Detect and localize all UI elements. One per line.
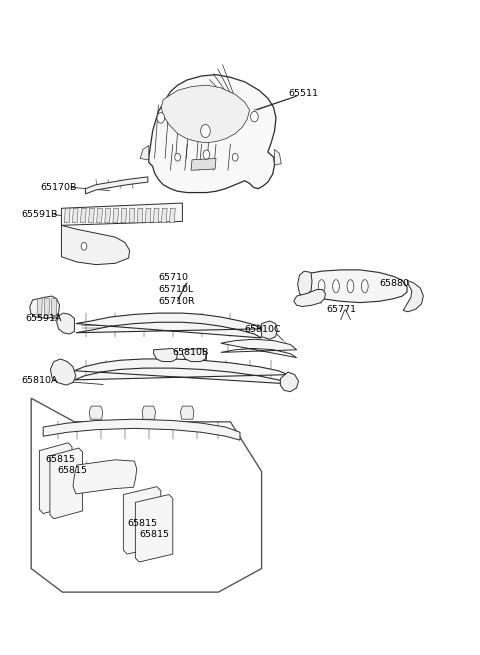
Ellipse shape [361, 280, 368, 293]
Circle shape [232, 153, 238, 161]
Text: 65810C: 65810C [245, 325, 281, 334]
Polygon shape [64, 208, 70, 223]
Polygon shape [31, 398, 262, 592]
Polygon shape [50, 448, 83, 519]
Polygon shape [81, 208, 86, 223]
Polygon shape [96, 208, 102, 223]
Polygon shape [61, 225, 130, 265]
Polygon shape [73, 460, 137, 494]
Polygon shape [149, 75, 276, 193]
Polygon shape [169, 208, 175, 223]
Polygon shape [137, 208, 143, 223]
Polygon shape [145, 208, 151, 223]
Polygon shape [135, 495, 173, 562]
Circle shape [157, 113, 165, 123]
Polygon shape [153, 208, 159, 223]
Circle shape [251, 111, 258, 122]
Text: 65815: 65815 [139, 530, 169, 539]
Polygon shape [30, 296, 60, 318]
Circle shape [203, 150, 210, 159]
Circle shape [201, 124, 210, 138]
Polygon shape [182, 348, 206, 362]
Polygon shape [403, 280, 423, 312]
Polygon shape [280, 372, 299, 392]
Polygon shape [161, 85, 250, 143]
Polygon shape [85, 177, 148, 194]
Text: 65591A: 65591A [25, 314, 61, 324]
Polygon shape [121, 208, 127, 223]
Polygon shape [140, 145, 149, 160]
Text: 65815: 65815 [58, 466, 87, 475]
Text: 65170B: 65170B [41, 183, 77, 192]
Text: 65810B: 65810B [173, 348, 209, 357]
Polygon shape [307, 270, 407, 303]
Polygon shape [113, 208, 119, 223]
Polygon shape [50, 359, 76, 385]
Polygon shape [76, 313, 262, 338]
Polygon shape [39, 443, 72, 514]
Polygon shape [89, 406, 103, 419]
Ellipse shape [347, 280, 354, 293]
Polygon shape [298, 271, 312, 297]
Polygon shape [180, 406, 194, 419]
Ellipse shape [318, 280, 325, 293]
Text: 65771: 65771 [326, 305, 356, 314]
Ellipse shape [333, 280, 339, 293]
Polygon shape [129, 208, 135, 223]
Polygon shape [191, 159, 216, 170]
Circle shape [81, 242, 87, 250]
Polygon shape [57, 313, 74, 334]
Text: 65880: 65880 [379, 279, 409, 288]
Polygon shape [74, 359, 288, 384]
Polygon shape [44, 299, 49, 316]
Text: 65710L: 65710L [158, 285, 193, 294]
Text: 65511: 65511 [288, 88, 318, 98]
Polygon shape [142, 406, 156, 419]
Text: 65710R: 65710R [158, 297, 195, 306]
Polygon shape [61, 203, 182, 225]
Polygon shape [262, 321, 277, 339]
Polygon shape [51, 299, 57, 316]
Text: 65710: 65710 [158, 273, 188, 282]
Text: 65815: 65815 [127, 519, 157, 529]
Text: 65810A: 65810A [22, 376, 58, 385]
Polygon shape [275, 149, 281, 165]
Polygon shape [37, 299, 42, 316]
Polygon shape [161, 208, 167, 223]
Polygon shape [105, 208, 110, 223]
Polygon shape [89, 208, 95, 223]
Polygon shape [294, 290, 325, 307]
Circle shape [175, 153, 180, 161]
Polygon shape [154, 348, 178, 362]
Text: 65815: 65815 [46, 455, 75, 464]
Polygon shape [72, 208, 78, 223]
Polygon shape [43, 419, 240, 440]
Polygon shape [123, 487, 161, 554]
Text: 65591B: 65591B [22, 210, 58, 219]
Polygon shape [221, 339, 297, 358]
